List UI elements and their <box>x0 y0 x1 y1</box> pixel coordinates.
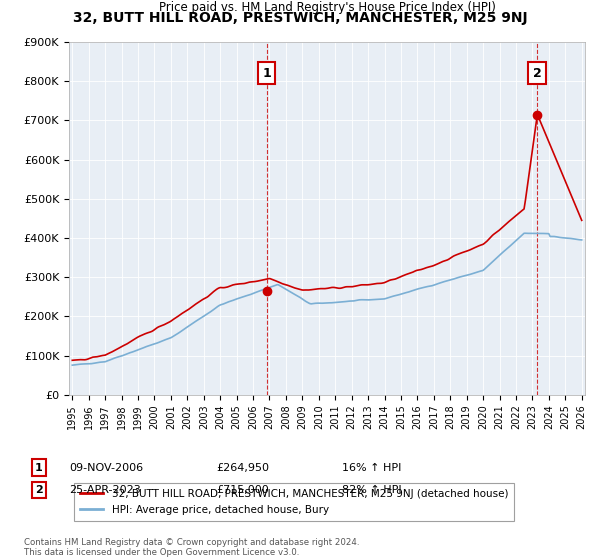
Legend: 32, BUTT HILL ROAD, PRESTWICH, MANCHESTER, M25 9NJ (detached house), HPI: Averag: 32, BUTT HILL ROAD, PRESTWICH, MANCHESTE… <box>74 483 514 521</box>
Text: 2: 2 <box>35 485 43 495</box>
Text: 82% ↑ HPI: 82% ↑ HPI <box>342 485 401 495</box>
Text: £715,000: £715,000 <box>216 485 269 495</box>
Text: 2: 2 <box>533 67 542 80</box>
Text: Contains HM Land Registry data © Crown copyright and database right 2024.
This d: Contains HM Land Registry data © Crown c… <box>24 538 359 557</box>
Text: 25-APR-2023: 25-APR-2023 <box>69 485 141 495</box>
Text: 16% ↑ HPI: 16% ↑ HPI <box>342 463 401 473</box>
Text: 1: 1 <box>262 67 271 80</box>
Text: £264,950: £264,950 <box>216 463 269 473</box>
Text: 32, BUTT HILL ROAD, PRESTWICH, MANCHESTER, M25 9NJ: 32, BUTT HILL ROAD, PRESTWICH, MANCHESTE… <box>73 11 527 25</box>
Text: 1: 1 <box>35 463 43 473</box>
Text: 09-NOV-2006: 09-NOV-2006 <box>69 463 143 473</box>
Title: Price paid vs. HM Land Registry's House Price Index (HPI): Price paid vs. HM Land Registry's House … <box>158 2 496 15</box>
